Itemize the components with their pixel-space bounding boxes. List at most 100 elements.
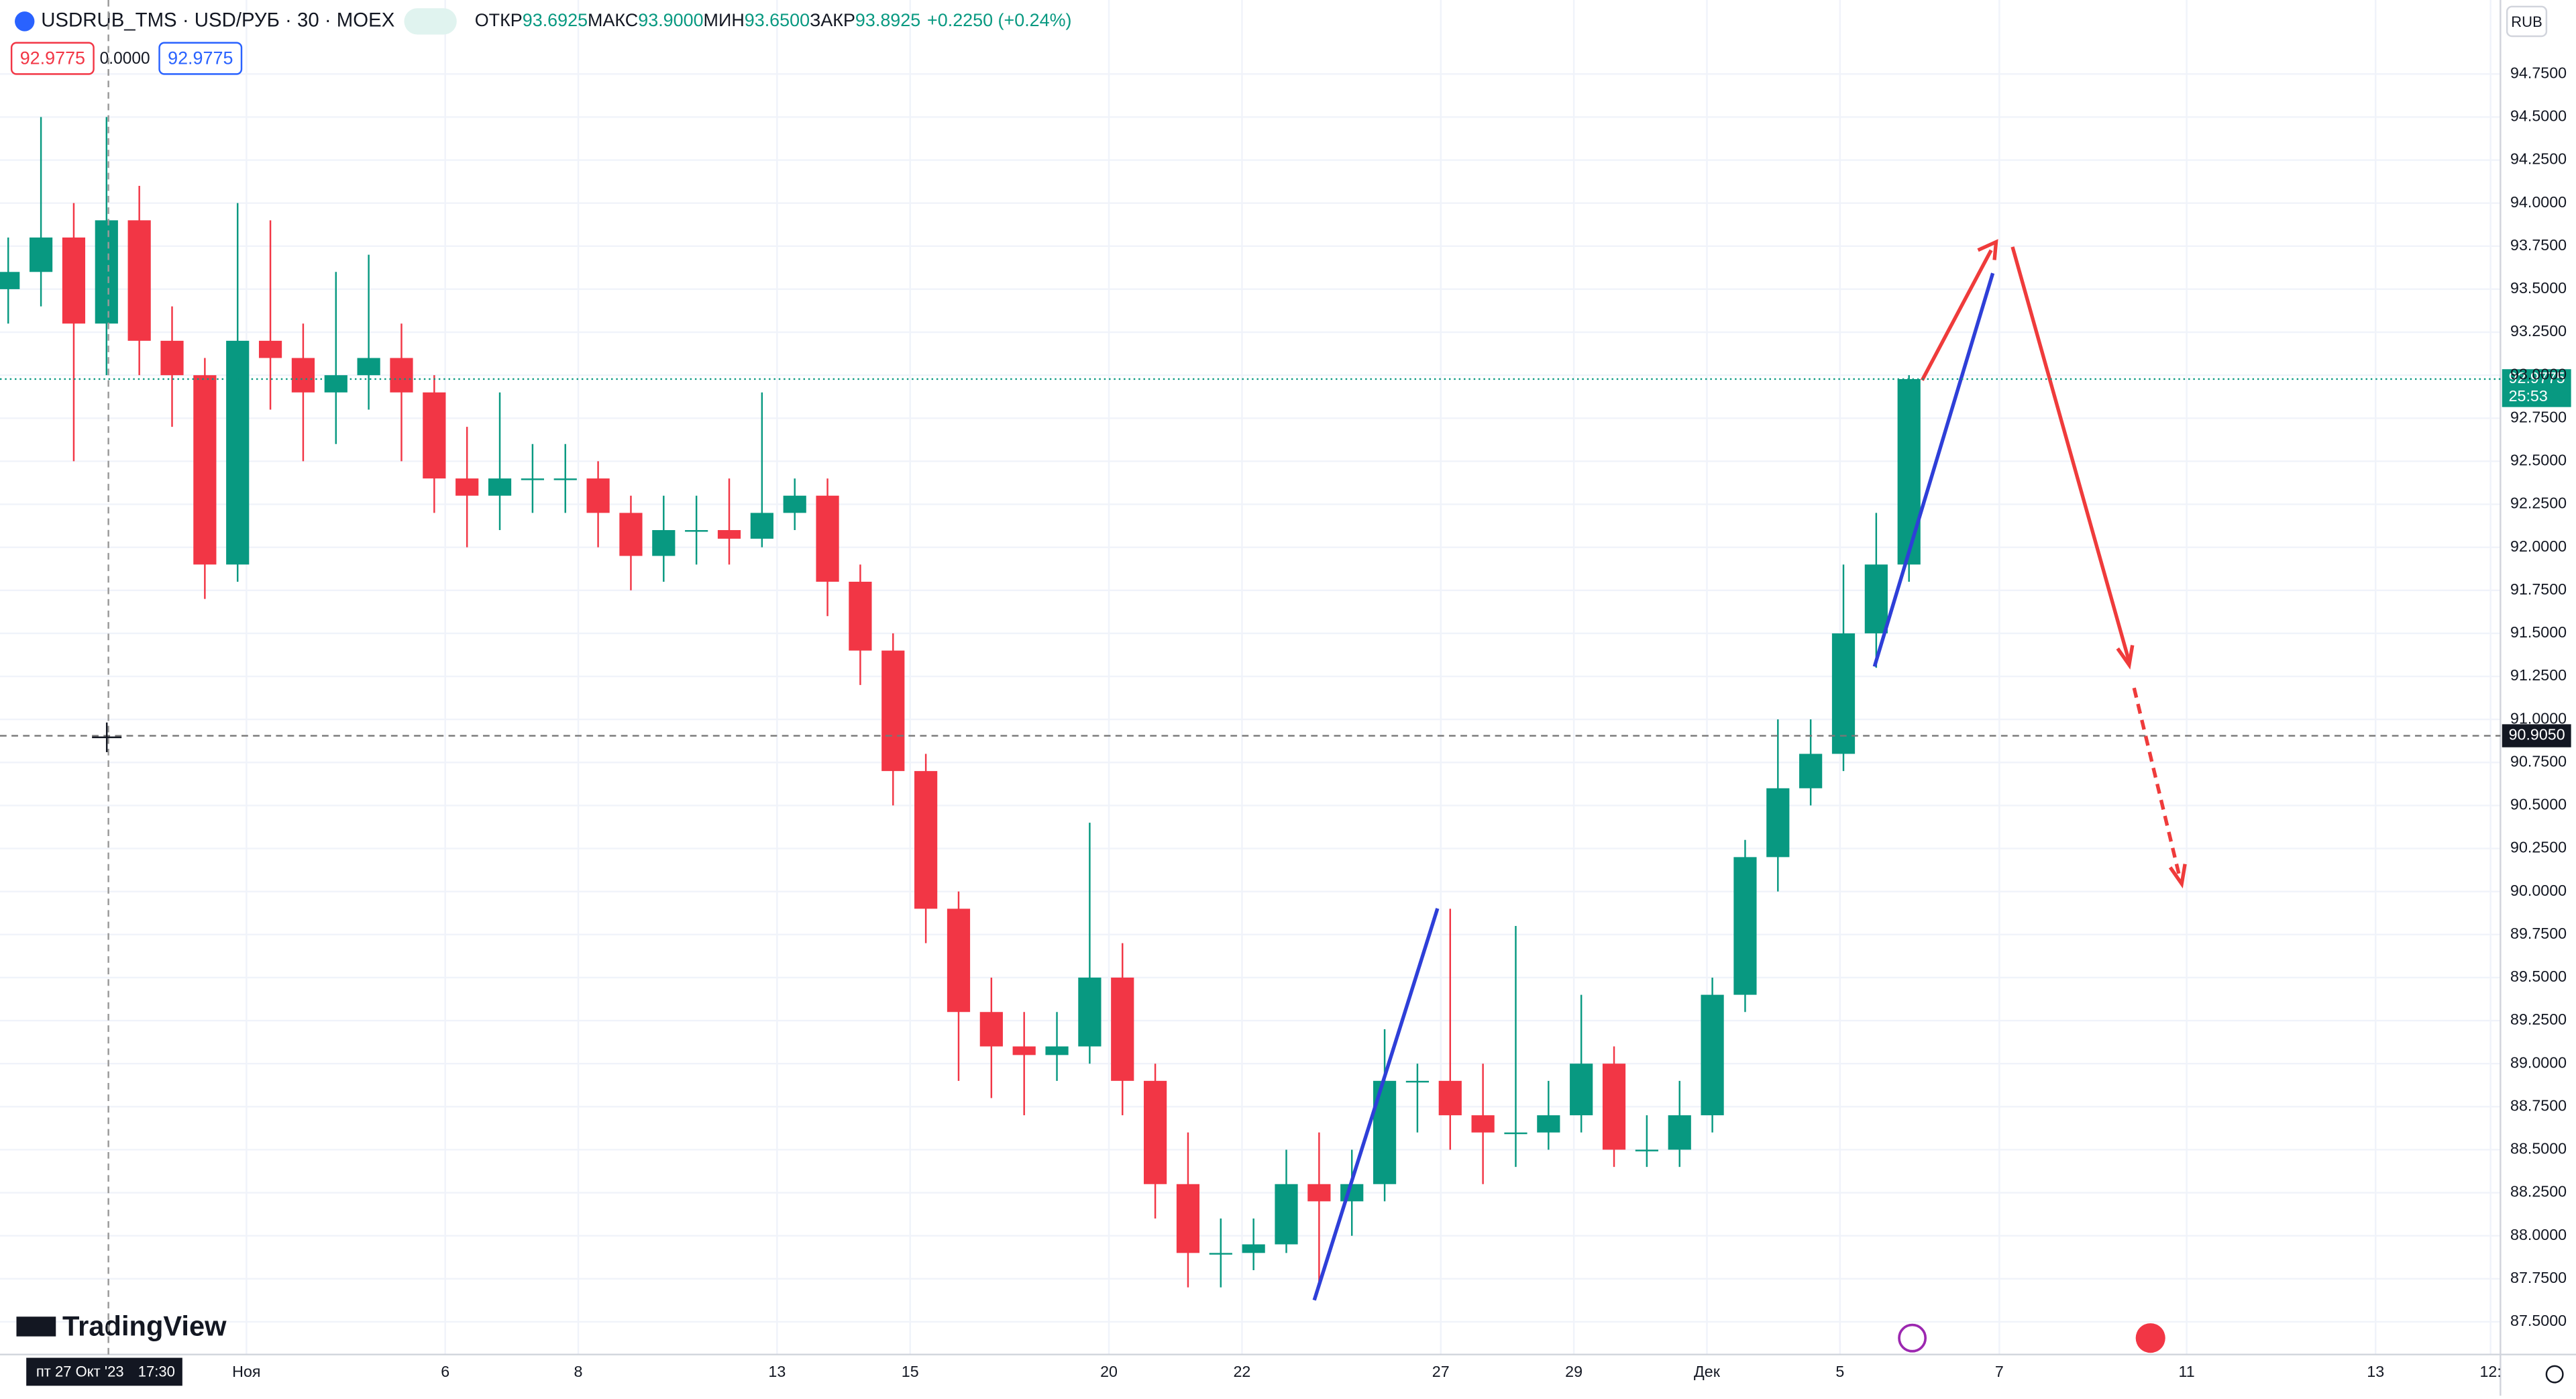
candle-body: [1012, 1046, 1036, 1055]
candle-body: [1733, 857, 1757, 995]
candle-body: [390, 358, 413, 393]
y-tick-label: 89.2500: [2510, 1011, 2567, 1028]
y-tick-label: 92.0000: [2510, 537, 2567, 555]
candle-body: [619, 513, 643, 556]
candle-body: [586, 478, 610, 513]
y-tick-label: 88.5000: [2510, 1140, 2567, 1157]
drawings: [1312, 239, 2187, 1301]
y-tick-label: 93.5000: [2510, 279, 2567, 297]
candle-body: [291, 358, 315, 393]
y-tick-label: 88.0000: [2510, 1226, 2567, 1243]
x-tick-label: 11: [2179, 1363, 2195, 1380]
ohlc-value: 93.9000: [638, 10, 703, 30]
candle-body: [1143, 1080, 1167, 1184]
y-tick-label: 92.7500: [2510, 408, 2567, 425]
order-box[interactable]: 92.9775: [20, 48, 85, 68]
candle-body: [1897, 378, 1921, 565]
ohlc-label: ОТКР: [475, 10, 523, 30]
candle-body: [914, 771, 938, 909]
y-tick-label: 89.5000: [2510, 968, 2567, 985]
y-tick-label: 91.7500: [2510, 580, 2567, 598]
candle-body: [1438, 1080, 1462, 1116]
x-tick-label: 12:: [2479, 1363, 2501, 1380]
candle-body: [947, 909, 971, 1013]
y-tick-label: 93.7500: [2510, 236, 2567, 254]
ohlc-value: 93.6500: [745, 10, 810, 30]
candle-body: [1570, 1064, 1593, 1116]
x-tick-label: Ноя: [232, 1363, 260, 1380]
y-tick-label: 91.0000: [2510, 709, 2567, 727]
candle-body: [1766, 788, 1790, 858]
x-tick-label: 13: [2367, 1363, 2384, 1380]
candle-body: [652, 530, 676, 556]
x-tick-label: 20: [1100, 1363, 1118, 1380]
y-tick-label: 92.2500: [2510, 495, 2567, 512]
y-tick-label: 93.0000: [2510, 365, 2567, 382]
grid: [0, 0, 2501, 1355]
y-tick-label: 94.2500: [2510, 150, 2567, 168]
logo: TradingView: [16, 1310, 227, 1341]
candle-body: [1831, 633, 1856, 754]
y-tick-label: 90.5000: [2510, 796, 2567, 813]
y-tick-label: 93.2500: [2510, 322, 2567, 340]
x-tick-label: 22: [1233, 1363, 1250, 1380]
candle-body: [226, 340, 250, 565]
candle-body: [1209, 1253, 1232, 1255]
candle-body: [324, 375, 347, 393]
candle-body: [1307, 1184, 1331, 1202]
y-tick-label: 91.2500: [2510, 666, 2567, 684]
candle-body: [1405, 1080, 1430, 1083]
candle-body: [1471, 1115, 1495, 1133]
ohlc-label: МИН: [704, 10, 745, 30]
candle-body: [685, 530, 708, 532]
candle-body: [1045, 1046, 1069, 1055]
y-tick-label: 88.7500: [2510, 1096, 2567, 1114]
candle-body: [553, 478, 577, 480]
x-tick-label: 15: [902, 1363, 919, 1380]
order-box[interactable]: 92.9775: [168, 48, 233, 68]
candle-body: [455, 478, 479, 496]
candle-body: [1602, 1064, 1626, 1150]
candle-body: [849, 581, 872, 651]
x-tick-label: 5: [1835, 1363, 1844, 1380]
overlay: 92.9775 25:53 90.9050: [0, 0, 2571, 1355]
logo-text: TradingView: [62, 1310, 227, 1341]
x-tick-label: 27: [1432, 1363, 1450, 1380]
y-tick-label: 90.2500: [2510, 839, 2567, 856]
y-tick-label: 92.5000: [2510, 452, 2567, 469]
change: +0.2250 (+0.24%): [927, 10, 1072, 30]
candle-body: [62, 237, 86, 324]
y-tick-label: 94.5000: [2510, 107, 2567, 125]
candle-body: [1504, 1132, 1527, 1135]
ohlc-value: 93.8925: [855, 10, 920, 30]
y-tick-label: 90.0000: [2510, 882, 2567, 899]
x-tick-label: 8: [574, 1363, 583, 1380]
candle-body: [193, 375, 217, 565]
header: USDRUB_TMS · USD/РУБ · 30 · MOEX ОТКР 93.…: [10, 8, 1072, 75]
candle-body: [1078, 977, 1102, 1047]
candle-body: [1668, 1115, 1691, 1150]
candle-body: [816, 495, 839, 582]
candle-body: [423, 392, 446, 479]
candle-body: [127, 220, 151, 341]
candle-body: [0, 272, 20, 289]
y-tick-label: 94.0000: [2510, 193, 2567, 211]
ohlc-label: ЗАКР: [810, 10, 855, 30]
crosshair-label: 90.9050: [2509, 726, 2565, 743]
y-tick-label: 90.7500: [2510, 752, 2567, 770]
candle-body: [1340, 1184, 1364, 1202]
candle-body: [357, 358, 380, 376]
currency[interactable]: RUB: [2511, 13, 2542, 30]
crosshair-date: пт 27 Окт '23: [36, 1363, 124, 1380]
candle-body: [1701, 994, 1724, 1116]
candle-body: [1111, 977, 1134, 1081]
countdown: 25:53: [2509, 387, 2548, 405]
candle-body: [1537, 1115, 1560, 1133]
candle-body: [717, 530, 741, 539]
y-tick-label: 88.2500: [2510, 1183, 2567, 1200]
crosshair-box: [2502, 724, 2571, 747]
symbol: USDRUB_TMS · USD/РУБ · 30 · MOEX: [41, 9, 394, 32]
candle-body: [1275, 1184, 1298, 1245]
x-tick-label: 29: [1565, 1363, 1582, 1380]
